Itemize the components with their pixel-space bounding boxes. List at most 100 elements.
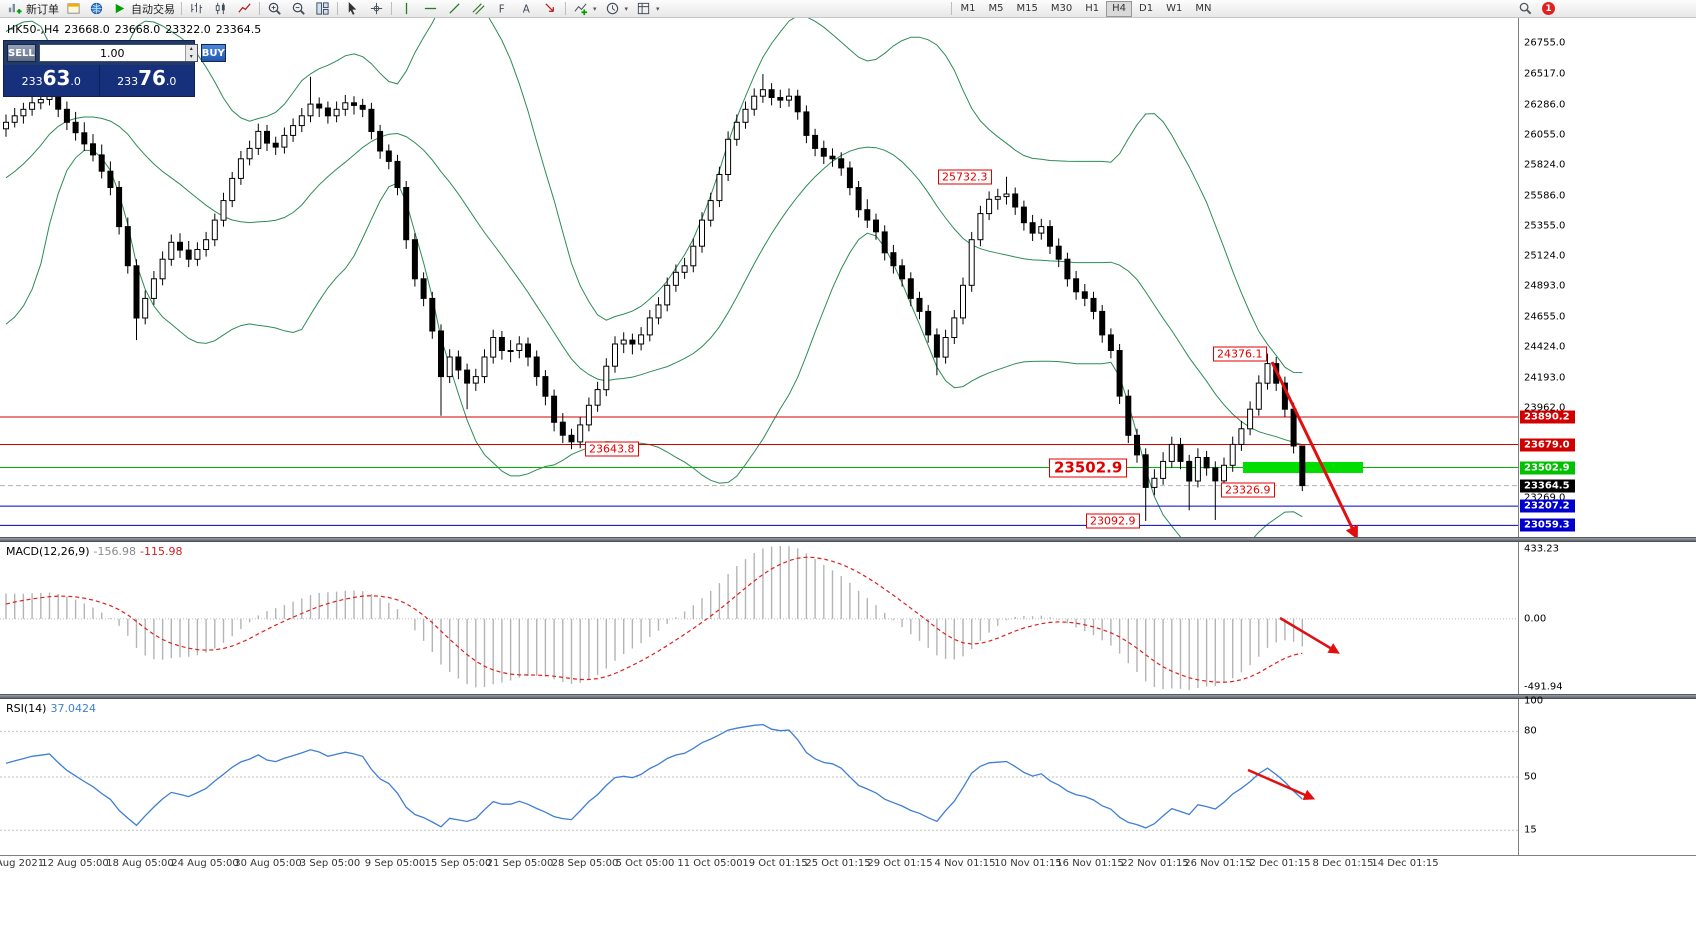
main-chart-canvas[interactable] (0, 18, 1518, 537)
ohlc-open: 23668.0 (64, 23, 110, 36)
timeframe-m30-button[interactable]: M30 (1050, 2, 1073, 14)
time-axis-label: 3 Sep 05:00 (299, 858, 361, 869)
bar-chart-button[interactable] (185, 1, 208, 17)
price-callout-23092.9[interactable]: 23092.9 (1086, 513, 1140, 529)
zoom-out-button[interactable] (287, 1, 310, 17)
time-axis-label: 19 Oct 01:15 (742, 858, 808, 869)
chart-ohlc-readout: HK50-,H4 23668.0 23668.0 23322.0 23364.5 (7, 23, 266, 36)
rsi-axis-label: 80 (1524, 725, 1537, 737)
crosshair-button[interactable] (365, 1, 388, 17)
price-axis-tick: 25124.0 (1524, 250, 1566, 262)
rsi-panel-canvas[interactable] (0, 699, 1518, 855)
price-axis-label-23502.9: 23502.9 (1520, 461, 1575, 474)
autotrading-button[interactable]: 自动交易 (108, 1, 178, 17)
text-tool-button[interactable]: A (515, 1, 538, 17)
sell-button[interactable]: SELL (7, 44, 36, 62)
line-chart-button[interactable] (233, 1, 256, 17)
toolbar-separator (391, 2, 392, 15)
zoom-in-button[interactable] (263, 1, 286, 17)
timeframe-w1-button[interactable]: W1 (1166, 2, 1183, 14)
time-axis-label: 16 Nov 01:15 (1056, 858, 1124, 869)
toolbar-separator (950, 2, 952, 15)
trend-arrow[interactable] (1247, 768, 1316, 800)
channel-button[interactable] (467, 1, 490, 17)
cursor-button[interactable] (341, 1, 364, 17)
toolbar-separator (259, 2, 260, 15)
search-icon[interactable] (1517, 1, 1534, 17)
notification-badge[interactable]: 1 (1542, 2, 1555, 15)
timeframe-m1-button[interactable]: M1 (960, 2, 976, 14)
time-axis-label: 12 Aug 05:00 (41, 858, 109, 869)
fibonacci-icon: F (494, 1, 511, 17)
vertical-line-button[interactable] (395, 1, 418, 17)
rsi-name: RSI(14) (6, 702, 47, 715)
price-callout-25732.3[interactable]: 25732.3 (938, 169, 992, 185)
timeframe-h4-button[interactable]: H4 (1106, 0, 1133, 17)
price-axis-label-23059.3: 23059.3 (1520, 518, 1575, 532)
timeframe-d1-button[interactable]: D1 (1139, 2, 1154, 14)
toolbar-separator (181, 2, 182, 15)
oct-prices-row: 233 63.0 233 76.0 (4, 65, 194, 96)
volume-input[interactable] (39, 45, 185, 61)
indicator-menu-group: ▾ ▾ ▾ (569, 1, 663, 17)
line-chart-icon (236, 1, 253, 17)
new-order-button[interactable]: 新订单 (3, 1, 62, 17)
volume-decrease-button[interactable]: ▾ (185, 53, 197, 61)
ohlc-low: 23322.0 (165, 23, 211, 36)
time-axis-label: 26 Nov 01:15 (1184, 858, 1252, 869)
trend-arrow[interactable] (1279, 616, 1340, 654)
rsi-value: 37.0424 (50, 702, 96, 715)
timeframe-mn-button[interactable]: MN (1195, 2, 1212, 14)
volume-spinner: ▴ ▾ (184, 45, 197, 61)
macd-main-value: -156.98 (93, 545, 137, 558)
trendline-button[interactable] (443, 1, 466, 17)
timeframe-m15-button[interactable]: M15 (1016, 2, 1038, 14)
price-axis-label-23890.2: 23890.2 (1520, 410, 1575, 424)
price-callout-24376.1[interactable]: 24376.1 (1213, 346, 1267, 362)
price-axis-tick: 26517.0 (1524, 68, 1566, 80)
time-axis-label: 4 Nov 01:15 (934, 858, 996, 869)
volume-field: ▴ ▾ (38, 44, 198, 62)
trend-arrow[interactable] (1270, 361, 1358, 537)
periods-button[interactable]: ▾ (601, 1, 632, 17)
time-axis-border (0, 855, 1696, 856)
tile-windows-button[interactable] (311, 1, 334, 17)
macd-axis-label: 433.23 (1524, 543, 1559, 555)
crosshair-icon (368, 1, 385, 17)
new-order-label: 新订单 (26, 2, 59, 16)
ohlc-close: 23364.5 (215, 23, 262, 36)
timeframe-m5-button[interactable]: M5 (988, 2, 1004, 14)
arrow-tool-button[interactable] (539, 1, 562, 17)
price-callout-23643.8[interactable]: 23643.8 (585, 441, 639, 457)
templates-button[interactable]: ▾ (632, 1, 663, 17)
indicators-button[interactable]: ▾ (569, 1, 600, 17)
buy-price[interactable]: 233 76.0 (98, 65, 195, 96)
horizontal-line-icon (422, 1, 439, 17)
candle-chart-button[interactable] (209, 1, 232, 17)
price-axis-tick: 23269.0 (1524, 492, 1566, 504)
panel-splitter-rsi[interactable] (0, 694, 1696, 699)
text-tool-icon: A (518, 1, 535, 17)
sell-price[interactable]: 233 63.0 (21, 66, 81, 90)
market-watch-button[interactable] (85, 1, 108, 17)
buy-button[interactable]: BUY (200, 44, 226, 62)
new-chart-button[interactable] (62, 1, 85, 17)
price-callout-23326.9[interactable]: 23326.9 (1221, 482, 1275, 498)
time-axis-label: 5 Oct 05:00 (615, 858, 675, 869)
rsi-line (5, 723, 1303, 829)
new-order-icon (6, 1, 23, 17)
globe-icon (88, 1, 105, 17)
panel-splitter-macd[interactable] (0, 537, 1696, 542)
horizontal-line-button[interactable] (419, 1, 442, 17)
vertical-line-icon (398, 1, 415, 17)
time-axis-label: 28 Sep 05:00 (551, 858, 619, 869)
macd-panel-canvas[interactable] (0, 542, 1518, 694)
volume-increase-button[interactable]: ▴ (185, 45, 197, 53)
pointer-group (341, 1, 388, 17)
templates-icon (635, 1, 652, 17)
macd-label: MACD(12,26,9) -156.98 -115.98 (6, 545, 186, 558)
price-callout-23502.9[interactable]: 23502.9 (1049, 458, 1128, 477)
fibonacci-button[interactable]: F (491, 1, 514, 17)
timeframe-h1-button[interactable]: H1 (1085, 2, 1100, 14)
